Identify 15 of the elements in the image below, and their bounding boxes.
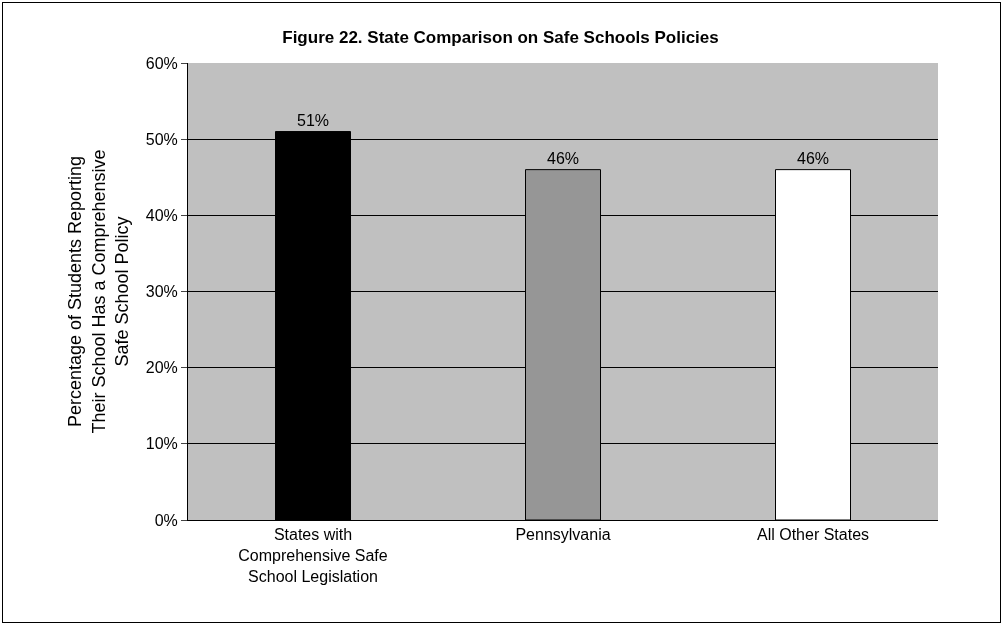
data-label: 51% bbox=[296, 111, 330, 129]
y-tick-label: 50% bbox=[145, 130, 178, 148]
chart-title: Figure 22. State Comparison on Safe Schools Policies bbox=[282, 27, 719, 47]
x-tick-label: States with Comprehensive Safe School Legislation bbox=[238, 526, 388, 585]
y-tick-label: 40% bbox=[145, 206, 178, 224]
y-tick-label: 30% bbox=[145, 283, 178, 301]
y-axis-title: Percentage of Students Reporting Their School Has a Comprehensive Safe School Policy bbox=[65, 149, 132, 434]
data-label: 46% bbox=[546, 149, 580, 167]
y-tick-label: 20% bbox=[145, 359, 178, 377]
x-tick-label: Pennsylvania bbox=[515, 526, 611, 544]
y-tick-label: 10% bbox=[145, 435, 178, 453]
y-tick-label: 60% bbox=[145, 54, 178, 72]
y-tick-label: 0% bbox=[154, 511, 178, 529]
x-tick-label: All Other States bbox=[756, 526, 870, 544]
data-label: 46% bbox=[796, 149, 830, 167]
